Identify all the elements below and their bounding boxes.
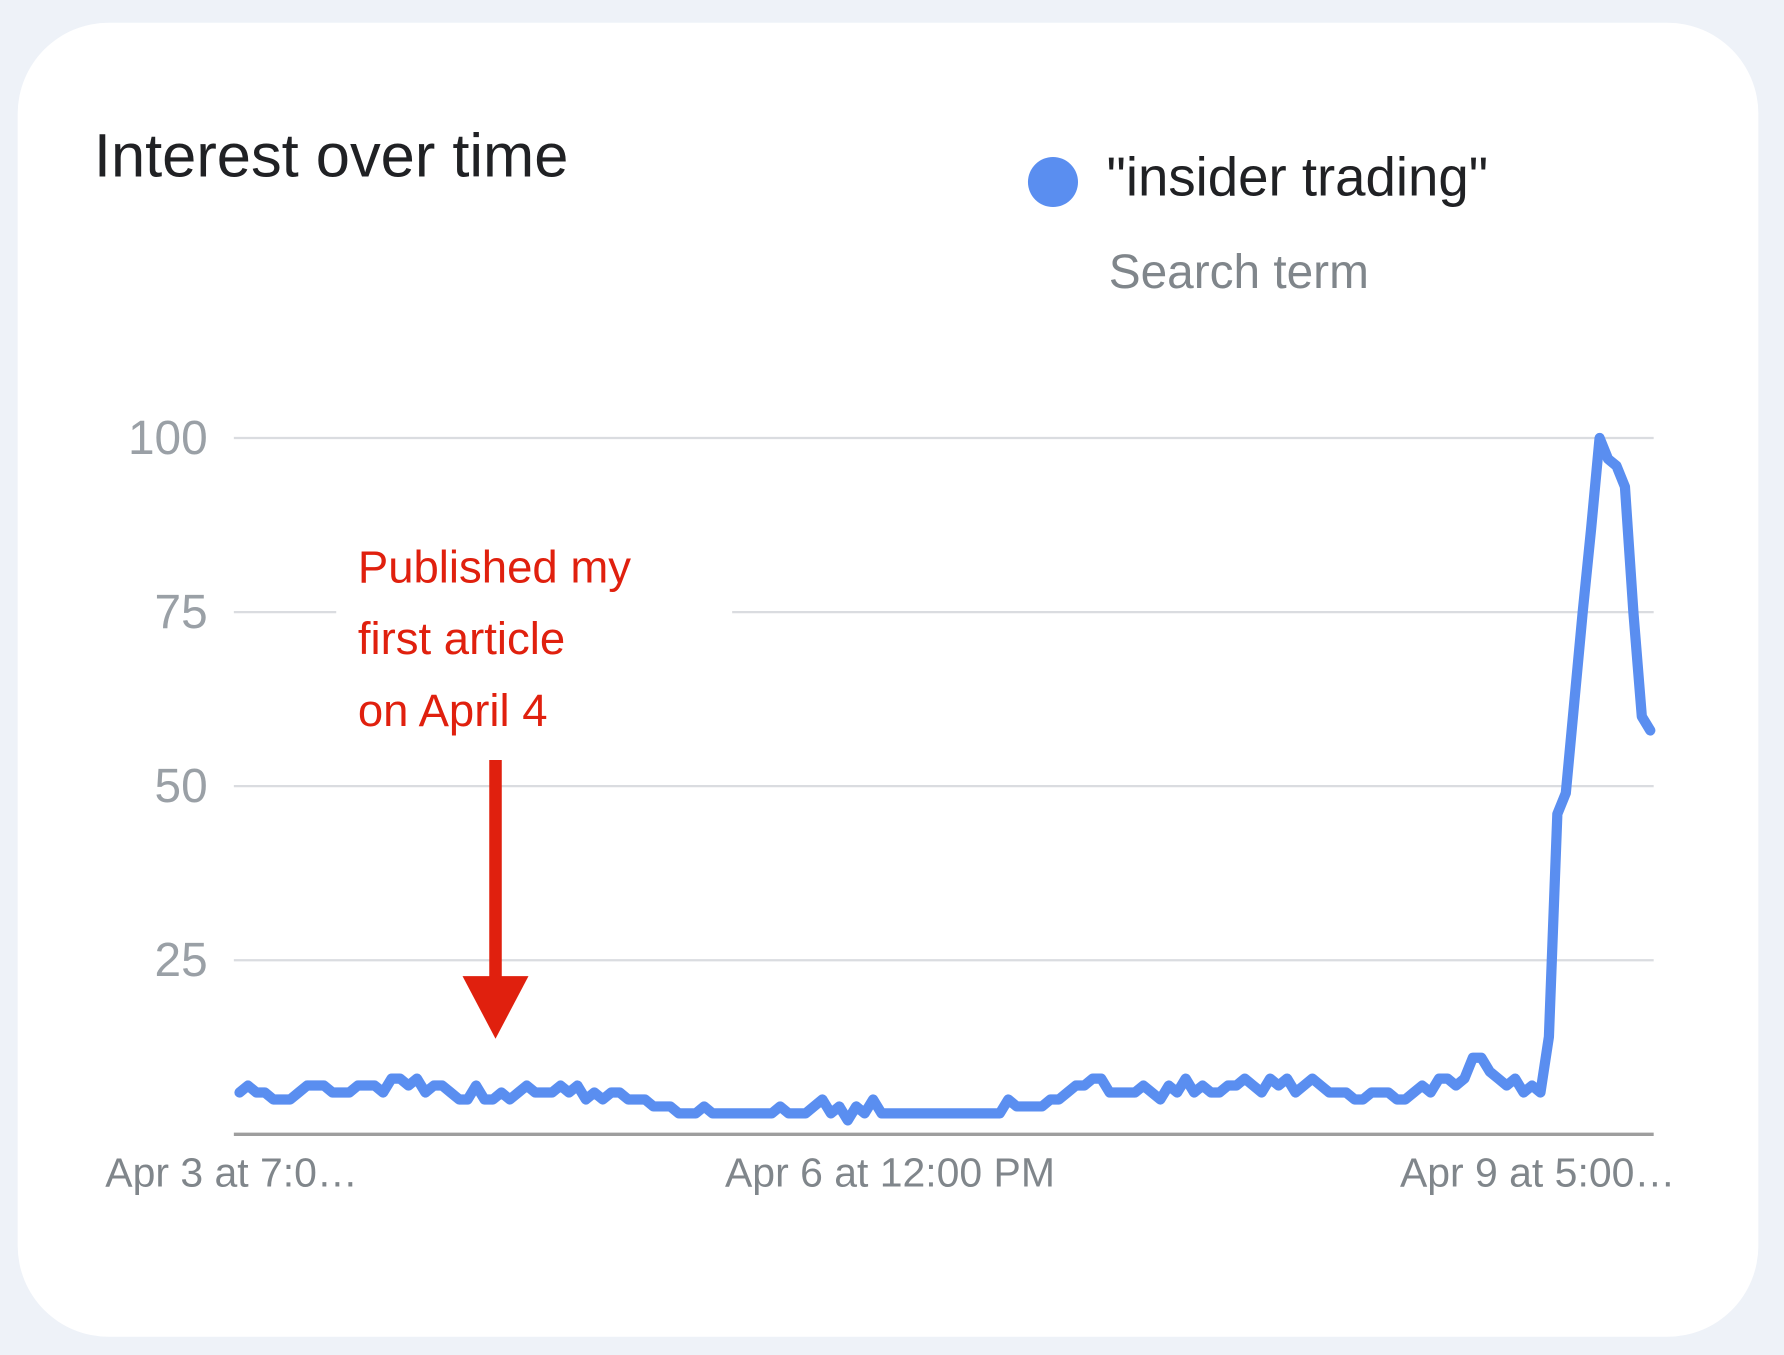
x-tick-label: Apr 6 at 12:00 PM bbox=[725, 1150, 1055, 1196]
y-tick-label: 100 bbox=[128, 412, 208, 465]
y-tick-label: 75 bbox=[155, 586, 208, 639]
card bbox=[17, 22, 1759, 1337]
chart-title: Interest over time bbox=[94, 121, 569, 190]
legend-label: "insider trading" bbox=[1106, 147, 1488, 208]
legend-subtitle: Search term bbox=[1109, 246, 1369, 299]
x-tick-label: Apr 3 at 7:0… bbox=[105, 1150, 358, 1196]
plot bbox=[234, 432, 1656, 1126]
annotation-background bbox=[336, 534, 733, 740]
annotation-arrow-head bbox=[462, 976, 529, 1039]
x-tick-label: Apr 9 at 5:00… bbox=[1400, 1150, 1675, 1196]
y-tick-label: 25 bbox=[155, 934, 208, 987]
annotation-line: first article bbox=[358, 613, 565, 664]
annotation-line: Published my bbox=[358, 542, 631, 593]
series-line bbox=[234, 432, 1656, 1126]
y-tick-label: 50 bbox=[155, 760, 208, 813]
annotation-line: on April 4 bbox=[358, 685, 548, 736]
legend-swatch bbox=[1027, 157, 1079, 208]
